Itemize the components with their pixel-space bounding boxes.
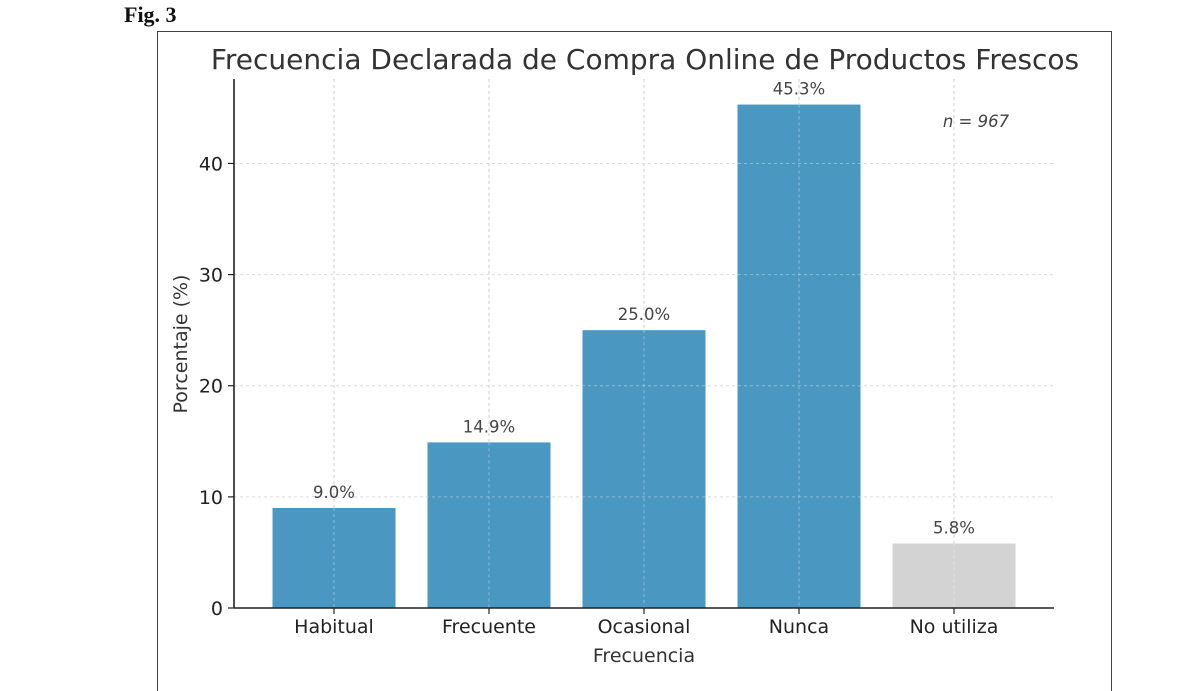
sample-size-annotation: n = 967 xyxy=(943,112,1010,131)
y-tick-label: 30 xyxy=(199,265,223,287)
bar-chart: Frecuencia Declarada de Compra Online de… xyxy=(170,43,1079,667)
bar-frecuente xyxy=(427,442,551,608)
value-label: 9.0% xyxy=(313,483,355,502)
value-label: 45.3% xyxy=(773,80,825,99)
x-axis-ticks: Habitual Frecuente Ocasional Nunca No utiliz… xyxy=(294,608,998,638)
bars xyxy=(272,104,1016,609)
grid-lines-overlay xyxy=(234,104,1054,608)
y-tick-label: 0 xyxy=(211,598,223,620)
bar-nunca xyxy=(737,104,861,609)
y-tick-label: 10 xyxy=(199,487,223,509)
x-tick-label: Frecuente xyxy=(442,616,536,638)
y-axis-ticks: 0 10 20 30 40 xyxy=(199,153,234,620)
value-label: 5.8% xyxy=(933,519,975,538)
bar-habitual xyxy=(272,507,396,608)
x-tick-label: No utiliza xyxy=(910,616,999,638)
x-tick-label: Ocasional xyxy=(598,616,691,638)
x-tick-label: Nunca xyxy=(769,616,829,638)
y-tick-label: 20 xyxy=(199,376,223,398)
value-label: 14.9% xyxy=(463,417,515,436)
value-label: 25.0% xyxy=(618,305,670,324)
value-labels: 9.0% 14.9% 25.0% 45.3% 5.8% xyxy=(313,80,975,538)
x-axis-label: Frecuencia xyxy=(593,645,695,667)
chart-title: Frecuencia Declarada de Compra Online de… xyxy=(211,43,1079,76)
bar-ocasional xyxy=(582,330,706,608)
y-tick-label: 40 xyxy=(199,153,223,175)
figure-label: Fig. 3 xyxy=(124,2,177,27)
bar-no-utiliza xyxy=(892,543,1016,608)
figure-frame xyxy=(157,31,1112,691)
y-axis-label: Porcentaje (%) xyxy=(170,275,192,414)
x-tick-label: Habitual xyxy=(294,616,374,638)
